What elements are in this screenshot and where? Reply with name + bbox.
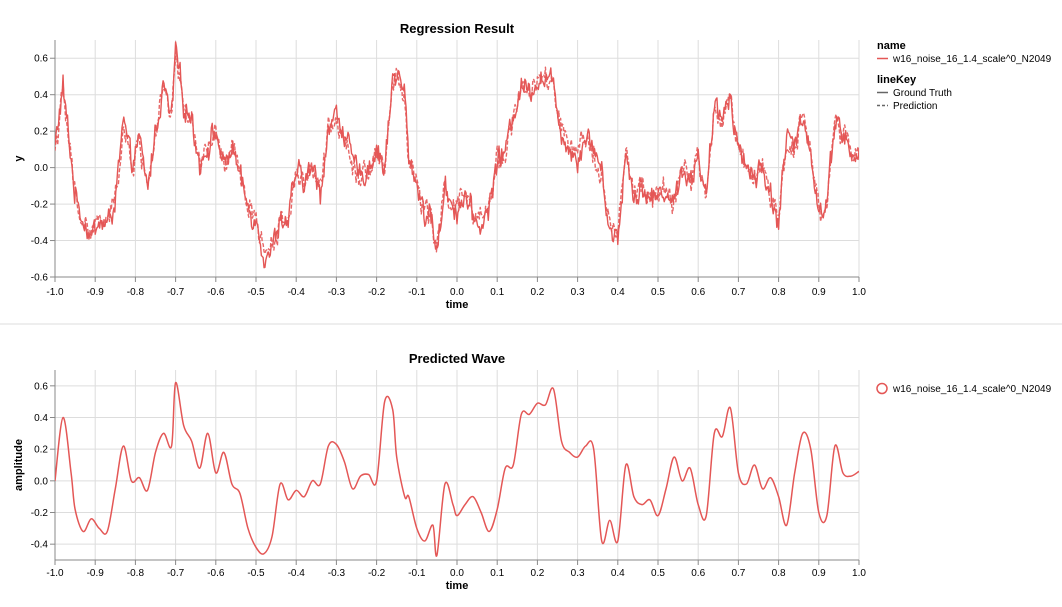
- legend-title: lineKey: [877, 74, 917, 86]
- x-tick-label: 0.7: [731, 568, 745, 579]
- x-tick-label: 0.2: [530, 287, 544, 298]
- x-tick-label: 0.9: [812, 568, 826, 579]
- y-tick-label: -0.6: [31, 273, 49, 284]
- x-tick-label: -0.8: [127, 568, 145, 579]
- x-tick-label: 0.5: [651, 568, 665, 579]
- legend-label: w16_noise_16_1.4_scale^0_N2049: [892, 384, 1052, 395]
- chart-title: Regression Result: [400, 21, 515, 36]
- y-tick-label: 0.4: [34, 413, 48, 424]
- legend-label: Ground Truth: [893, 88, 952, 99]
- x-tick-label: -0.9: [87, 568, 105, 579]
- y-tick-label: -0.4: [31, 236, 49, 247]
- x-tick-label: 0.8: [772, 287, 786, 298]
- x-tick-label: 0.9: [812, 287, 826, 298]
- y-tick-label: 0.2: [34, 127, 48, 138]
- x-tick-label: -0.9: [87, 287, 105, 298]
- x-tick-label: -0.4: [288, 287, 306, 298]
- x-tick-label: -0.8: [127, 287, 145, 298]
- prediction-line: [55, 49, 859, 255]
- x-tick-label: -0.3: [328, 287, 346, 298]
- y-tick-label: 0.6: [34, 381, 48, 392]
- legend-label: w16_noise_16_1.4_scale^0_N2049: [892, 54, 1052, 65]
- x-tick-label: 0.3: [571, 287, 585, 298]
- x-tick-label: -0.1: [408, 568, 426, 579]
- x-tick-label: -0.7: [167, 568, 185, 579]
- ground-truth-line: [55, 41, 859, 269]
- x-tick-label: -0.6: [207, 568, 225, 579]
- legend-label: Prediction: [893, 101, 937, 112]
- y-tick-label: 0.6: [34, 54, 48, 65]
- x-tick-label: -0.2: [368, 287, 386, 298]
- x-tick-label: 0.6: [691, 287, 705, 298]
- x-tick-label: -1.0: [46, 568, 64, 579]
- x-tick-label: 0.5: [651, 287, 665, 298]
- x-tick-label: 0.4: [611, 568, 625, 579]
- x-tick-label: 0.0: [450, 287, 464, 298]
- legend-title: name: [877, 40, 906, 52]
- chart-title: Predicted Wave: [409, 351, 505, 366]
- predicted-wave-chart: -1.0 -0.9 -0.8 -0.7 -0.6 -0.5 -0.4 -0.3 -0.2 -0.1…: [13, 351, 1052, 592]
- x-tick-label: 1.0: [852, 287, 866, 298]
- x-tick-label: -0.3: [328, 568, 346, 579]
- y-tick-label: 0.0: [34, 476, 48, 487]
- x-tick-label: 0.7: [731, 287, 745, 298]
- y-tick-label: 0.2: [34, 445, 48, 456]
- x-tick-label: -0.2: [368, 568, 386, 579]
- y-axis-title: amplitude: [13, 439, 25, 491]
- x-tick-label: 0.2: [530, 568, 544, 579]
- x-tick-label: 1.0: [852, 568, 866, 579]
- x-tick-label: 0.3: [571, 568, 585, 579]
- y-axis-title: y: [13, 155, 25, 162]
- y-tick-label: -0.4: [31, 540, 49, 551]
- x-tick-label: 0.1: [490, 568, 504, 579]
- x-tick-label: 0.6: [691, 568, 705, 579]
- x-tick-label: -0.7: [167, 287, 185, 298]
- series-line: [55, 381, 859, 557]
- x-tick-label: 0.8: [772, 568, 786, 579]
- x-tick-label: -1.0: [46, 287, 64, 298]
- y-tick-label: 0.4: [34, 90, 48, 101]
- regression-result-chart: -1.0 -0.9 -0.8 -0.7 -0.6 -0.5 -0.4 -0.3 -0.2 -0.1…: [13, 21, 1052, 311]
- x-axis-title: time: [446, 580, 469, 592]
- y-tick-label: -0.2: [31, 508, 49, 519]
- x-tick-label: 0.4: [611, 287, 625, 298]
- y-tick-label: -0.2: [31, 200, 49, 211]
- x-tick-label: -0.4: [288, 568, 306, 579]
- x-tick-label: -0.1: [408, 287, 426, 298]
- x-tick-label: 0.1: [490, 287, 504, 298]
- x-tick-label: -0.5: [247, 568, 265, 579]
- x-axis-title: time: [446, 299, 469, 311]
- legend-symbol-circle: [876, 382, 888, 395]
- x-tick-label: -0.6: [207, 287, 225, 298]
- x-tick-label: 0.0: [450, 568, 464, 579]
- y-tick-label: 0.0: [34, 163, 48, 174]
- x-tick-label: -0.5: [247, 287, 265, 298]
